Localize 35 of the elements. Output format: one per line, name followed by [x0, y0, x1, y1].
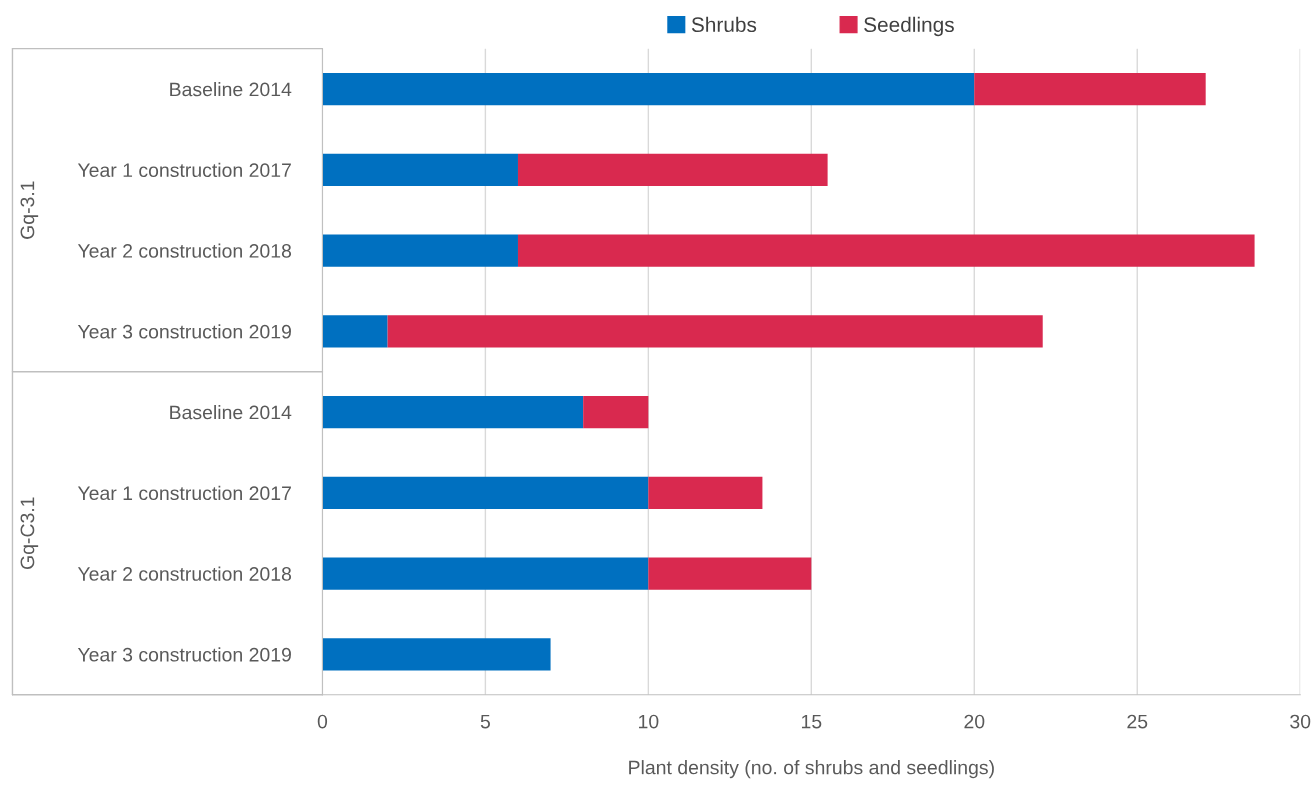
bar [322, 476, 649, 509]
bar [974, 72, 1206, 106]
bar [322, 72, 975, 106]
bar [517, 234, 1255, 267]
y-tick-label: Year 2 construction 2018 [77, 243, 292, 258]
bar [387, 315, 1043, 348]
x-tick-label: 25 [1127, 714, 1148, 729]
text: Gq-3.1 [20, 181, 39, 239]
x-tick-label: 20 [964, 714, 985, 729]
y-tick-label: Year 3 construction 2019 [77, 647, 291, 662]
y-tick-label: Baseline 2014 [170, 82, 292, 97]
bar [322, 395, 584, 429]
bar [517, 153, 828, 186]
x-tick-label: 0 [317, 714, 328, 729]
bar [322, 638, 551, 671]
text: Gq-C3.1 [20, 497, 39, 569]
legend-label: Seedlings [864, 16, 954, 37]
bar [322, 557, 649, 590]
y-tick-label: Baseline 2014 [170, 405, 292, 420]
y-tick-label: Year 1 construction 2017 [77, 162, 291, 178]
bar [648, 557, 812, 590]
x-tick-label: 15 [801, 714, 822, 729]
legend-label: Shrubs [691, 16, 757, 33]
bar [322, 234, 518, 267]
y-tick-label: Year 2 construction 2018 [77, 566, 292, 581]
x-tick-label: 5 [480, 714, 490, 729]
bar [322, 315, 388, 348]
x-tick-label: 10 [639, 714, 659, 729]
bar [583, 395, 649, 429]
y-tick-label: Year 3 construction 2019 [77, 324, 291, 339]
y-tick-label: Year 1 construction 2017 [77, 485, 291, 501]
x-axis-title: Plant density (no. of shrubs and seedlings) [629, 760, 994, 779]
bar [648, 476, 763, 509]
x-tick-label: 30 [1290, 714, 1311, 729]
bar [322, 153, 518, 186]
